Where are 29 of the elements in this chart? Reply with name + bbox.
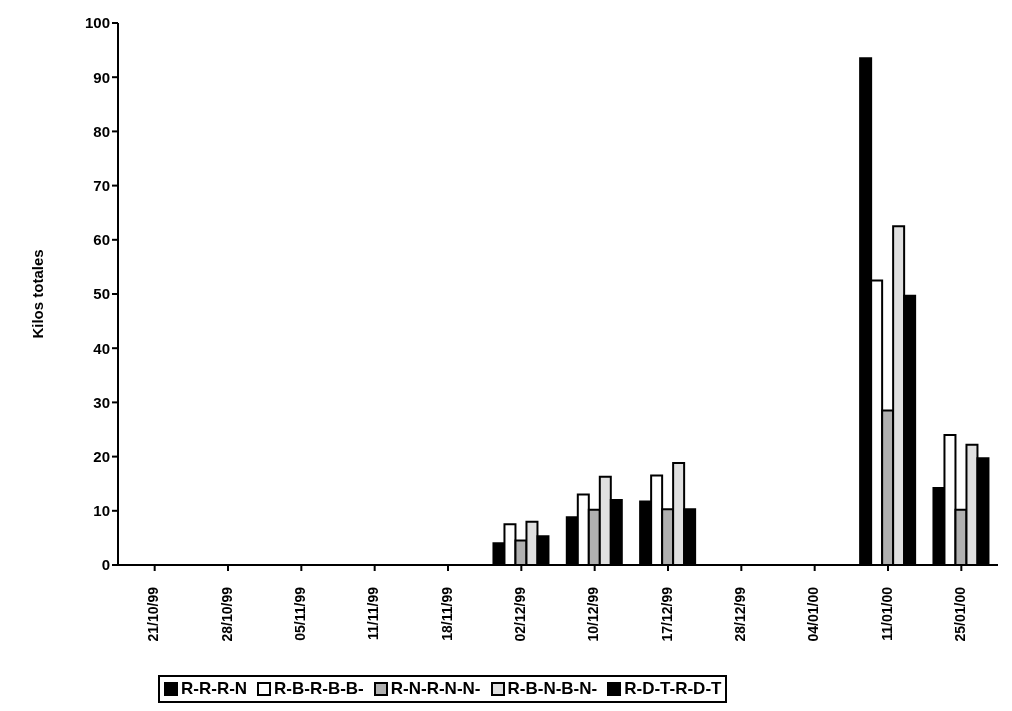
y-tick-label: 70	[93, 176, 110, 194]
x-tick-label: 18/11/99	[438, 586, 455, 641]
legend-label: R-D-T-R-D-T	[623, 679, 722, 699]
y-tick-label: 20	[93, 447, 110, 465]
x-tick-label: 17/12/99	[658, 586, 675, 642]
x-tick-label: 02/12/99	[512, 586, 529, 642]
legend-label: R-R-R-N	[180, 679, 248, 699]
y-tick-label: 10	[93, 502, 110, 520]
y-tick-label: 50	[93, 285, 110, 303]
x-tick-label: 28/12/99	[732, 586, 749, 642]
y-tick-label: 30	[93, 393, 110, 411]
legend-label: R-B-R-B-B-	[273, 679, 364, 699]
x-tick-label: 11/11/99	[365, 586, 382, 640]
y-tick-label: 80	[93, 122, 110, 140]
y-axis-title: Kilos totales	[29, 249, 47, 339]
y-tick-label: 90	[93, 68, 110, 86]
y-tick-label: 100	[84, 14, 110, 32]
x-tick-label: 11/01/00	[878, 586, 895, 641]
x-tick-label: 25/01/00	[952, 586, 969, 642]
x-tick-label: 04/01/00	[805, 586, 822, 642]
y-tick-label: 40	[93, 339, 110, 357]
x-tick-label: 28/10/99	[218, 586, 235, 642]
x-tick-label: 10/12/99	[585, 586, 602, 642]
y-tick-label: 0	[101, 556, 110, 574]
x-tick-label: 05/11/99	[292, 586, 309, 641]
y-tick-label: 60	[93, 231, 110, 249]
legend-label: R-N-R-N-N-	[389, 679, 481, 699]
x-tick-label: 21/10/99	[145, 586, 162, 642]
legend-label: R-B-N-B-N-	[506, 679, 598, 699]
